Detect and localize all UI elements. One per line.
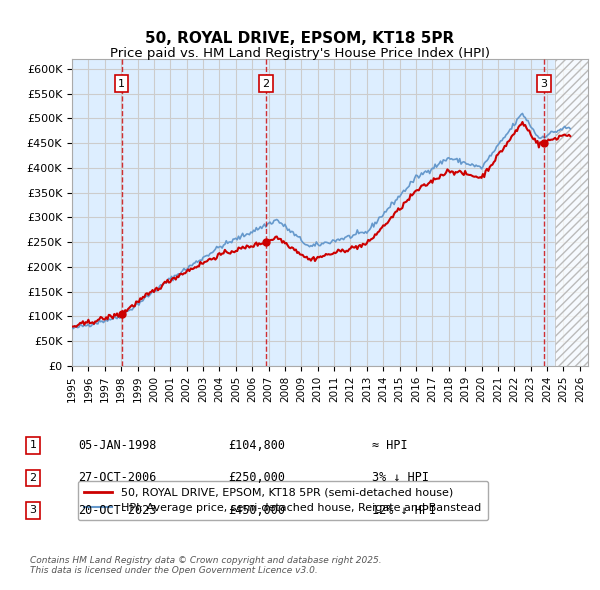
Text: Price paid vs. HM Land Registry's House Price Index (HPI): Price paid vs. HM Land Registry's House … [110,47,490,60]
Text: 1: 1 [29,441,37,450]
Bar [555,59,588,366]
HPI: Average price, semi-detached house, Reigate and Banstead: (2.02e+03, 3.79e+05): Average price, semi-detached house, Reig… [411,175,418,182]
Text: 12% ↓ HPI: 12% ↓ HPI [372,504,436,517]
HPI: Average price, semi-detached house, Reigate and Banstead: (2e+03, 1.53e+05): Average price, semi-detached house, Reig… [154,286,161,293]
50, ROYAL DRIVE, EPSOM, KT18 5PR (semi-detached house) [68,323,76,330]
Text: Contains HM Land Registry data © Crown copyright and database right 2025.
This d: Contains HM Land Registry data © Crown c… [30,556,382,575]
HPI: Average price, semi-detached house, Reigate and Banstead: (2.02e+03, 4.08e+05): Average price, semi-detached house, Reig… [439,160,446,168]
Text: 1: 1 [118,78,125,88]
Text: 50, ROYAL DRIVE, EPSOM, KT18 5PR: 50, ROYAL DRIVE, EPSOM, KT18 5PR [145,31,455,46]
Text: 20-OCT-2023: 20-OCT-2023 [78,504,157,517]
HPI: Average price, semi-detached house, Reigate and Banstead: (2e+03, 9.72e+04): Average price, semi-detached house, Reig… [119,314,126,321]
Text: £250,000: £250,000 [228,471,285,484]
Text: 2: 2 [262,78,269,88]
50, ROYAL DRIVE, EPSOM, KT18 5PR (semi-detached house) [154,287,161,294]
Text: ≈ HPI: ≈ HPI [372,439,407,452]
50, ROYAL DRIVE, EPSOM, KT18 5PR (semi-detached house) [119,309,126,316]
Line: HPI: Average price, semi-detached house, Reigate and Banstead: HPI: Average price, semi-detached house,… [72,113,570,329]
HPI: Average price, semi-detached house, Reigate and Banstead: (2e+03, 1.82e+05): Average price, semi-detached house, Reig… [172,272,179,279]
Text: 2: 2 [29,473,37,483]
Text: 3: 3 [540,78,547,88]
Text: 3% ↓ HPI: 3% ↓ HPI [372,471,429,484]
Line: 50, ROYAL DRIVE, EPSOM, KT18 5PR (semi-detached house): 50, ROYAL DRIVE, EPSOM, KT18 5PR (semi-d… [72,122,570,327]
50, ROYAL DRIVE, EPSOM, KT18 5PR (semi-detached house) [73,323,80,330]
HPI: Average price, semi-detached house, Reigate and Banstead: (2.01e+03, 2.57e+05): Average price, semi-detached house, Reig… [338,235,346,242]
HPI: Average price, semi-detached house, Reigate and Banstead: (2.02e+03, 5.1e+05): Average price, semi-detached house, Reig… [519,110,526,117]
HPI: Average price, semi-detached house, Reigate and Banstead: (2.03e+03, 4.79e+05): Average price, semi-detached house, Reig… [566,125,574,132]
HPI: Average price, semi-detached house, Reigate and Banstead: (2e+03, 7.53e+04): Average price, semi-detached house, Reig… [70,325,77,332]
HPI: Average price, semi-detached house, Reigate and Banstead: (2e+03, 7.62e+04): Average price, semi-detached house, Reig… [68,324,76,332]
Bar [555,59,588,366]
Legend: 50, ROYAL DRIVE, EPSOM, KT18 5PR (semi-detached house), HPI: Average price, semi: 50, ROYAL DRIVE, EPSOM, KT18 5PR (semi-d… [77,481,488,520]
Text: 27-OCT-2006: 27-OCT-2006 [78,471,157,484]
50, ROYAL DRIVE, EPSOM, KT18 5PR (semi-detached house) [519,119,526,126]
Text: £450,000: £450,000 [228,504,285,517]
Text: £104,800: £104,800 [228,439,285,452]
50, ROYAL DRIVE, EPSOM, KT18 5PR (semi-detached house) [566,133,574,140]
Text: 3: 3 [29,506,37,515]
50, ROYAL DRIVE, EPSOM, KT18 5PR (semi-detached house) [439,171,446,178]
50, ROYAL DRIVE, EPSOM, KT18 5PR (semi-detached house) [338,246,346,253]
50, ROYAL DRIVE, EPSOM, KT18 5PR (semi-detached house) [411,188,418,195]
Text: 05-JAN-1998: 05-JAN-1998 [78,439,157,452]
50, ROYAL DRIVE, EPSOM, KT18 5PR (semi-detached house) [172,276,179,283]
